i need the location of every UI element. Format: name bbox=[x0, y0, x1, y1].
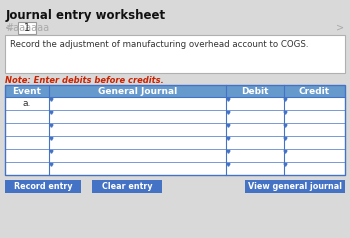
Text: #aaaaaa: #aaaaaa bbox=[5, 23, 49, 33]
Text: Record entry: Record entry bbox=[14, 182, 72, 191]
Text: Debit: Debit bbox=[241, 86, 269, 95]
Bar bbox=[5, 180, 81, 193]
Text: Clear entry: Clear entry bbox=[102, 182, 152, 191]
Bar bbox=[92, 180, 162, 193]
Bar bbox=[5, 123, 345, 136]
Text: Journal entry worksheet: Journal entry worksheet bbox=[6, 9, 166, 22]
Text: <: < bbox=[5, 23, 13, 33]
Text: Note: Enter debits before credits.: Note: Enter debits before credits. bbox=[5, 76, 164, 85]
Text: Event: Event bbox=[13, 86, 42, 95]
Text: View general journal: View general journal bbox=[248, 182, 342, 191]
Bar bbox=[5, 162, 345, 175]
Bar bbox=[5, 97, 345, 110]
Text: >: > bbox=[336, 23, 344, 33]
Text: Record the adjustment of manufacturing overhead account to COGS.: Record the adjustment of manufacturing o… bbox=[10, 40, 308, 49]
Bar bbox=[5, 110, 345, 123]
Bar bbox=[5, 136, 345, 149]
Text: a.: a. bbox=[23, 99, 31, 108]
Text: Credit: Credit bbox=[299, 86, 330, 95]
Bar bbox=[5, 85, 345, 175]
Bar bbox=[245, 180, 345, 193]
Text: 1: 1 bbox=[24, 23, 30, 33]
Bar bbox=[18, 22, 36, 34]
Bar bbox=[5, 85, 345, 97]
Text: General Journal: General Journal bbox=[98, 86, 177, 95]
Bar bbox=[5, 35, 345, 73]
Bar bbox=[5, 149, 345, 162]
